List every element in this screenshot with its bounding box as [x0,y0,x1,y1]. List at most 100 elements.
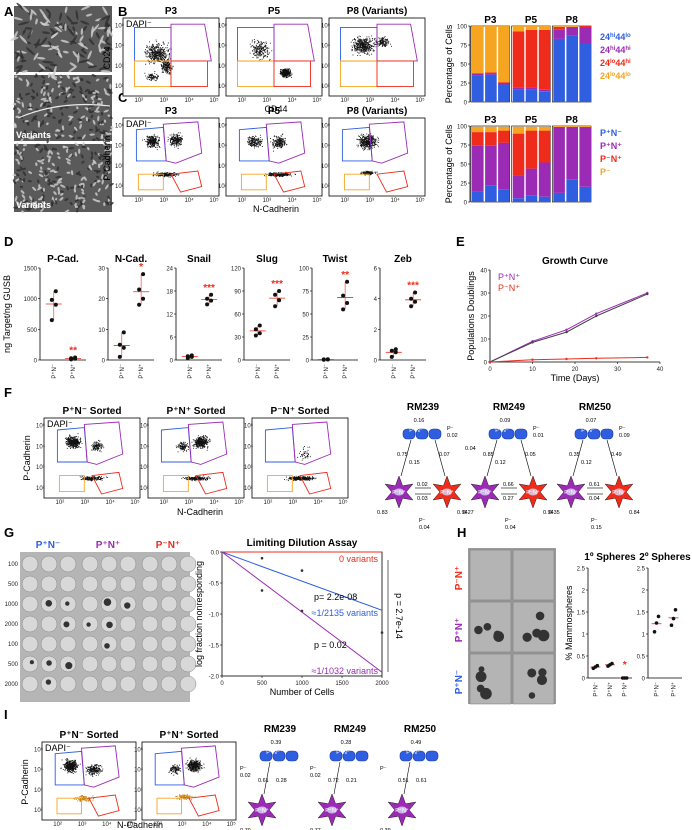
y-tick: 10⁴ [115,43,125,50]
event-dot [146,53,148,55]
event-dot [277,139,278,140]
event-dot [168,172,170,174]
event-dot [255,50,257,52]
gate-orange [137,173,164,191]
event-dot [166,71,168,73]
event-dot [169,143,171,145]
event-dot [150,138,151,139]
event-dot [251,138,253,140]
event-dot [158,138,160,140]
event-dot [156,54,158,56]
event-dot [362,43,364,45]
event-dot [381,46,383,47]
event-dot [254,141,256,143]
group-title: P8 [566,15,579,26]
event-dot [174,138,175,140]
event-dot [156,55,158,57]
event-dot [171,174,173,176]
event-dot [262,55,264,57]
cell-mark [97,121,101,125]
event-dot [67,442,69,444]
event-dot [289,70,291,71]
event-dot [362,43,363,45]
event-dot [363,141,365,143]
cell-mark [15,158,19,162]
event-dot [250,46,252,48]
event-dot [273,150,274,152]
data-point [137,287,142,292]
event-dot [375,41,377,43]
event-dot [272,174,274,176]
event-dot [371,35,373,37]
event-dot [282,142,284,144]
series-point [595,314,598,318]
event-dot [276,146,278,148]
event-dot [280,174,282,176]
event-dot [156,144,158,146]
event-dot [158,139,159,141]
cell-mark [20,59,27,63]
event-dot [358,45,360,47]
event-dot [283,174,285,176]
event-dot [71,440,73,442]
event-dot [357,37,359,39]
event-dot [355,46,357,47]
event-dot [164,67,166,69]
event-dot [159,51,160,53]
event-dot [289,73,291,74]
event-dot [360,41,362,43]
event-dot [257,57,259,59]
event-dot [147,143,149,145]
cell-mark [25,79,30,85]
event-dot [255,145,257,147]
event-dot [175,140,177,142]
event-dot [156,47,157,49]
event-dot [363,171,365,173]
cell-mark [106,171,111,174]
event-dot [174,137,175,139]
event-dot [366,171,368,173]
event-dot [157,55,159,57]
event-dot [180,138,182,140]
event-dot [266,50,268,52]
event-dot [155,53,157,55]
cell-mark [55,175,62,179]
series-point [595,312,598,315]
event-dot [149,54,150,56]
event-dot [356,43,358,45]
event-dot [151,139,152,141]
event-dot [252,144,254,145]
event-dot [382,40,384,42]
event-dot [151,58,152,60]
event-dot [161,55,163,56]
event-dot [261,48,263,50]
event-dot [365,139,366,141]
event-dot [361,44,363,46]
event-dot [68,443,70,445]
cell-mark [55,96,59,100]
cell-mark [27,136,33,140]
event-dot [366,141,368,143]
event-dot [255,139,257,141]
event-dot [388,41,390,42]
event-dot [367,171,369,173]
bar-segment [553,192,565,202]
event-dot [275,144,276,146]
event-dot [78,442,80,444]
event-dot [175,173,177,175]
event-dot [178,140,179,142]
event-dot [274,140,276,142]
cell-mark [26,122,30,126]
event-dot [154,72,156,74]
event-dot [383,40,384,42]
event-dot [277,145,279,147]
event-dot [369,142,371,143]
event-dot [358,49,360,51]
event-dot [159,137,160,139]
event-dot [163,41,164,43]
event-dot [154,58,156,59]
event-dot [178,137,180,139]
event-dot [363,44,365,46]
gate-red [170,170,203,193]
event-dot [259,52,261,53]
